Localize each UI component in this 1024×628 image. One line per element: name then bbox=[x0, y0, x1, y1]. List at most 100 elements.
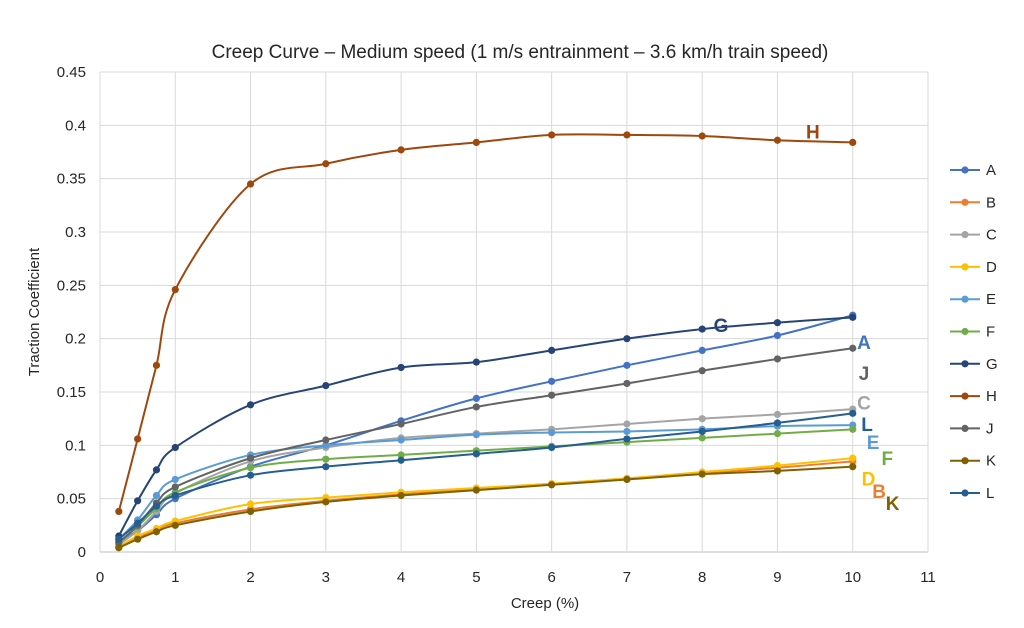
data-point-j bbox=[171, 483, 179, 491]
series-l bbox=[115, 409, 857, 543]
data-point-g bbox=[171, 443, 179, 452]
data-point-l bbox=[849, 409, 857, 417]
legend-label-h: H bbox=[986, 388, 997, 405]
x-tick-label: 6 bbox=[547, 569, 555, 586]
data-point-g bbox=[698, 325, 706, 333]
legend-item-h: H bbox=[950, 388, 997, 405]
data-point-e bbox=[322, 441, 330, 449]
data-point-k bbox=[849, 463, 857, 471]
data-point-g bbox=[246, 401, 255, 409]
legend-swatch-marker-f bbox=[961, 327, 969, 336]
data-point-f bbox=[246, 464, 255, 472]
data-point-g bbox=[472, 358, 480, 366]
legend-item-k: K bbox=[950, 453, 996, 470]
annotation-label-g: G bbox=[714, 316, 729, 337]
legend-swatch-marker-l bbox=[961, 489, 969, 497]
y-tick-label: 0.35 bbox=[57, 171, 86, 188]
x-tick-label: 9 bbox=[773, 569, 781, 586]
data-point-h bbox=[397, 146, 405, 154]
data-point-j bbox=[397, 420, 405, 428]
data-point-g bbox=[623, 335, 631, 343]
data-point-j bbox=[472, 403, 480, 411]
legend-item-j: J bbox=[950, 420, 994, 437]
series-lines bbox=[115, 131, 857, 552]
annotation-label-f: F bbox=[882, 449, 894, 470]
legend-item-g: G bbox=[950, 356, 998, 373]
data-point-h bbox=[472, 138, 480, 146]
data-point-f bbox=[397, 451, 405, 459]
x-tick-label: 8 bbox=[698, 569, 706, 586]
data-point-l bbox=[115, 535, 123, 543]
y-tick-label: 0.2 bbox=[65, 331, 86, 348]
data-point-k bbox=[698, 470, 706, 478]
data-point-h bbox=[246, 180, 255, 188]
legend-swatch-marker-h bbox=[961, 392, 969, 400]
legend-label-c: C bbox=[986, 227, 997, 244]
data-point-l bbox=[548, 443, 556, 452]
data-point-l bbox=[246, 471, 255, 479]
data-point-h bbox=[322, 160, 330, 168]
y-tick-label: 0.05 bbox=[57, 491, 86, 508]
data-point-k bbox=[322, 498, 330, 506]
data-point-h bbox=[698, 132, 706, 140]
data-point-d bbox=[246, 500, 255, 508]
data-point-h bbox=[623, 131, 631, 139]
data-point-g bbox=[849, 313, 857, 321]
data-point-a bbox=[548, 377, 556, 385]
data-point-g bbox=[152, 466, 161, 474]
data-point-h bbox=[171, 286, 179, 294]
series-k bbox=[115, 463, 857, 552]
y-tick-label: 0.4 bbox=[65, 117, 86, 134]
data-point-k bbox=[171, 521, 179, 529]
data-point-l bbox=[322, 463, 330, 471]
data-point-k bbox=[246, 507, 255, 516]
data-point-l bbox=[773, 419, 782, 427]
data-point-g bbox=[773, 319, 782, 327]
y-tick-label: 0.25 bbox=[57, 277, 86, 294]
data-point-h bbox=[152, 361, 161, 369]
data-point-j bbox=[322, 436, 330, 444]
data-point-j bbox=[548, 391, 556, 399]
chart-title: Creep Curve – Medium speed (1 m/s entrai… bbox=[212, 42, 829, 63]
annotation-label-l: L bbox=[861, 415, 873, 436]
legend-swatch-marker-k bbox=[961, 457, 969, 465]
legend-item-b: B bbox=[950, 194, 996, 211]
y-tick-label: 0 bbox=[78, 544, 86, 561]
data-point-k bbox=[472, 486, 480, 494]
y-tick-label: 0.1 bbox=[65, 437, 86, 454]
data-point-k bbox=[623, 475, 631, 484]
data-point-l bbox=[397, 456, 405, 464]
legend-swatch-marker-j bbox=[961, 424, 969, 432]
data-point-k bbox=[773, 467, 782, 475]
data-point-e bbox=[171, 475, 179, 484]
legend-label-d: D bbox=[986, 259, 997, 276]
data-point-l bbox=[171, 491, 179, 500]
data-point-k bbox=[134, 535, 142, 543]
data-point-l bbox=[623, 435, 631, 443]
legend-swatch-marker-b bbox=[961, 198, 969, 206]
annotation-label-h: H bbox=[806, 123, 820, 144]
data-point-c bbox=[698, 415, 706, 423]
x-axis-title: Creep (%) bbox=[511, 595, 579, 612]
x-tick-label: 3 bbox=[322, 569, 330, 586]
data-point-e bbox=[152, 491, 161, 500]
data-point-a bbox=[698, 346, 706, 354]
data-point-c bbox=[773, 410, 782, 418]
annotation-label-c: C bbox=[857, 394, 871, 415]
x-tick-label: 10 bbox=[844, 569, 861, 586]
data-point-g bbox=[548, 346, 556, 354]
legend-label-a: A bbox=[986, 162, 996, 179]
legend-swatch-marker-c bbox=[961, 231, 969, 239]
data-point-k bbox=[152, 528, 161, 536]
y-tick-labels: 0 0.05 0.1 0.15 0.2 0.25 0.3 0.35 0.4 0.45 bbox=[57, 64, 86, 561]
data-point-f bbox=[698, 434, 706, 442]
legend-item-f: F bbox=[950, 324, 995, 341]
series-h bbox=[115, 131, 857, 516]
data-point-a bbox=[472, 394, 480, 402]
annotation-label-k: K bbox=[886, 494, 900, 515]
data-point-j bbox=[246, 454, 255, 462]
data-point-h bbox=[134, 435, 142, 443]
data-point-d bbox=[773, 462, 782, 470]
